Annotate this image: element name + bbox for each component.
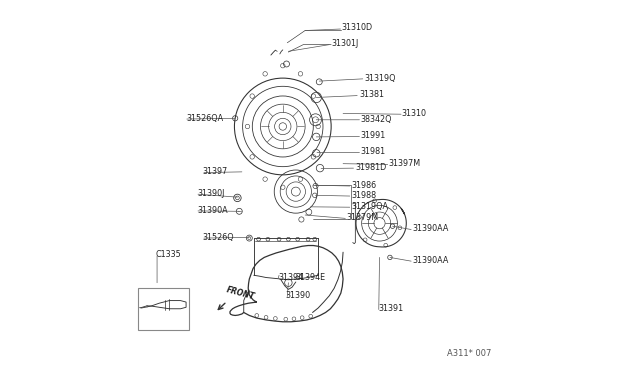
Text: 38342Q: 38342Q (361, 115, 392, 124)
Text: 31390J: 31390J (197, 189, 225, 198)
Text: 31526Q: 31526Q (203, 233, 234, 242)
Text: 31397M: 31397M (389, 159, 421, 168)
Text: C1335: C1335 (156, 250, 181, 259)
Text: 31390: 31390 (286, 291, 311, 300)
Text: 31310D: 31310D (342, 23, 372, 32)
Text: 31390AA: 31390AA (412, 224, 449, 233)
Text: 31988: 31988 (351, 191, 376, 200)
Text: 31394: 31394 (278, 273, 303, 282)
Text: 31301J: 31301J (331, 39, 358, 48)
Text: 31319QA: 31319QA (351, 202, 388, 211)
Text: 31390A: 31390A (197, 206, 228, 215)
Text: 31394E: 31394E (296, 273, 326, 282)
Text: 31319Q: 31319Q (365, 74, 396, 83)
Text: 31381: 31381 (359, 90, 384, 99)
Text: 31390AA: 31390AA (412, 256, 449, 265)
Text: 31310: 31310 (402, 109, 427, 118)
Text: 31397: 31397 (203, 167, 228, 176)
Text: A311* 007: A311* 007 (447, 349, 491, 358)
Text: FRONT: FRONT (225, 285, 256, 301)
Text: 31526QA: 31526QA (186, 114, 223, 123)
Text: 31981: 31981 (361, 147, 386, 156)
Text: 31391: 31391 (379, 304, 404, 313)
Text: 31986: 31986 (351, 181, 376, 190)
Text: 31981D: 31981D (355, 163, 387, 172)
Text: 31991: 31991 (361, 131, 386, 140)
Bar (138, 288, 189, 330)
Text: 31379M: 31379M (347, 213, 379, 222)
